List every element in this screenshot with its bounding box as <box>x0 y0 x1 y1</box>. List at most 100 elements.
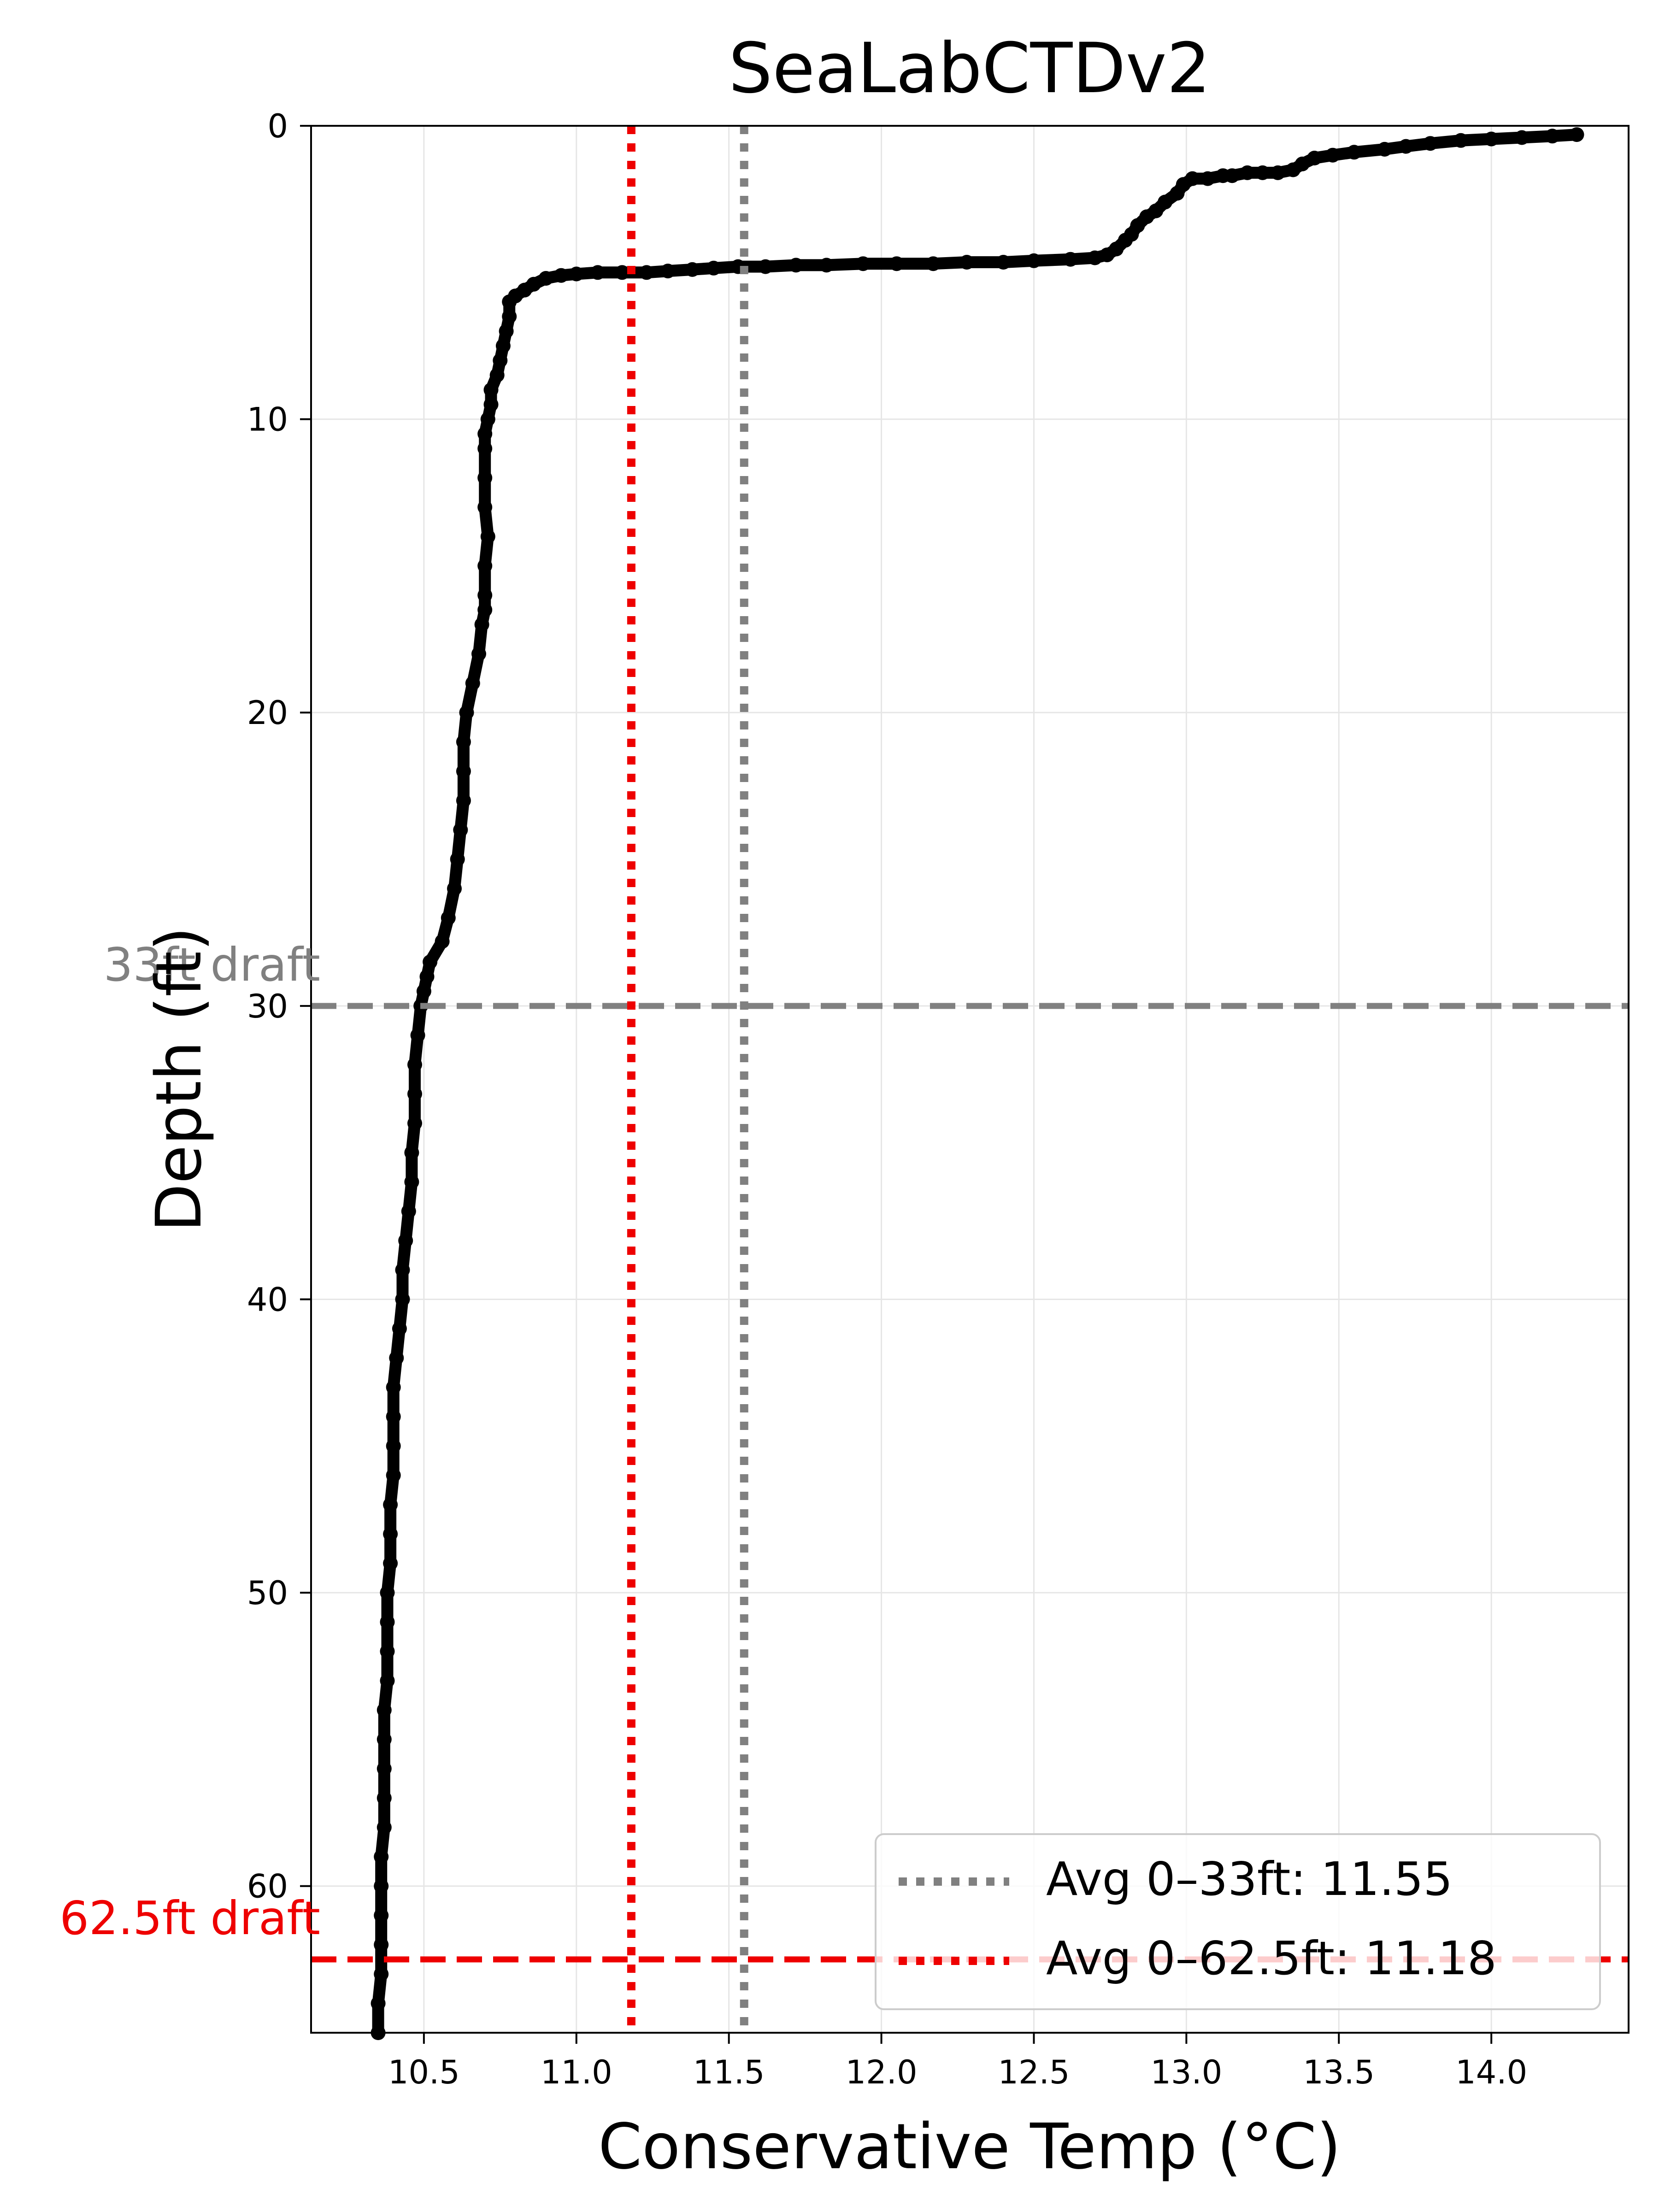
legend-label-avg-62: Avg 0–62.5ft: 11.18 <box>1046 1931 1497 1985</box>
data-point <box>374 1937 389 1952</box>
data-point <box>453 822 468 837</box>
data-point <box>1158 194 1173 210</box>
data-point <box>383 1526 398 1541</box>
data-point <box>477 588 493 603</box>
chart-title: SeaLabCTDv2 <box>729 29 1211 109</box>
data-point <box>590 265 606 280</box>
data-point <box>1087 250 1102 265</box>
data-point <box>435 934 450 949</box>
draft-lines <box>311 1003 1629 1963</box>
data-point <box>1063 252 1078 267</box>
data-point <box>1286 162 1300 177</box>
data-point <box>474 617 489 632</box>
y-tick-label: 20 <box>247 694 288 732</box>
plot-frame <box>310 125 1630 2034</box>
data-point <box>377 1790 392 1806</box>
data-point <box>1398 139 1413 154</box>
x-axis-label: Conservative Temp (°C) <box>598 2111 1341 2183</box>
data-point <box>480 412 495 427</box>
data-point <box>1423 136 1438 151</box>
x-tick-label: 12.0 <box>846 2053 918 2091</box>
data-point <box>660 264 676 279</box>
data-point <box>407 1086 422 1101</box>
x-tick-label: 13.5 <box>1303 2053 1375 2091</box>
data-point <box>1270 165 1285 180</box>
data-point <box>1118 233 1133 248</box>
data-point <box>480 529 495 544</box>
average-lines <box>627 126 748 2033</box>
x-tick-label: 14.0 <box>1455 2053 1527 2091</box>
data-point <box>380 1644 395 1659</box>
data-point <box>456 734 471 749</box>
data-point <box>569 266 584 282</box>
data-point <box>456 793 471 808</box>
data-point <box>374 1966 389 1982</box>
data-point <box>395 1262 410 1277</box>
y-tick-label: 50 <box>247 1574 288 1612</box>
data-point <box>404 1145 419 1160</box>
data-point <box>389 1350 404 1365</box>
data-point <box>1100 247 1115 263</box>
y-tick-label: 60 <box>247 1868 288 1906</box>
data-point <box>374 1908 389 1923</box>
data-point <box>926 256 941 271</box>
data-point <box>383 1497 398 1512</box>
data-point <box>386 1468 401 1483</box>
data-point <box>447 881 462 896</box>
data-point <box>374 1878 389 1894</box>
data-point <box>819 258 834 273</box>
data-point <box>398 1233 413 1248</box>
data-point <box>477 470 493 485</box>
data-point <box>383 1556 398 1571</box>
data-point <box>1170 186 1185 201</box>
data-point <box>392 1321 407 1336</box>
data-point <box>1484 131 1499 147</box>
data-point <box>419 969 435 984</box>
data-point <box>495 338 511 353</box>
data-point <box>1200 171 1215 186</box>
data-point <box>386 1409 401 1424</box>
data-point <box>1215 168 1230 183</box>
data-point <box>758 259 773 274</box>
y-tick-label: 10 <box>247 401 288 439</box>
data-point <box>380 1673 395 1688</box>
data-point <box>483 382 499 397</box>
data-point <box>1347 145 1362 160</box>
data-point <box>465 676 480 691</box>
data-point <box>1026 253 1041 268</box>
data-point <box>423 954 438 970</box>
legend: Avg 0–33ft: 11.55 Avg 0–62.5ft: 11.18 <box>875 1833 1601 2010</box>
data-point <box>477 441 493 456</box>
data-point <box>1255 165 1270 180</box>
data-point <box>477 426 493 441</box>
data-point <box>477 602 493 618</box>
data-point <box>685 262 700 277</box>
data-point <box>386 1438 401 1453</box>
data-point <box>395 1292 410 1307</box>
legend-label-avg-33: Avg 0–33ft: 11.55 <box>1046 1852 1453 1906</box>
data-point <box>441 910 456 925</box>
data-point <box>377 1702 392 1718</box>
data-point <box>1569 127 1584 142</box>
data-point <box>489 368 505 383</box>
data-point <box>502 309 517 324</box>
data-point <box>1453 133 1468 148</box>
data-point <box>386 1380 401 1395</box>
data-point <box>377 1732 392 1747</box>
x-tick-label: 11.5 <box>693 2053 765 2091</box>
data-point <box>1139 209 1154 224</box>
legend-box <box>875 1833 1601 2010</box>
x-tick-label: 11.0 <box>541 2053 612 2091</box>
data-point <box>499 324 514 339</box>
data-point <box>889 256 904 271</box>
x-tick-label: 13.0 <box>1150 2053 1222 2091</box>
data-point <box>1325 147 1340 163</box>
data-point <box>459 705 474 720</box>
data-point <box>788 258 804 273</box>
data-point <box>706 260 721 276</box>
data-point <box>477 558 493 573</box>
y-axis-label: Depth (ft) <box>143 927 216 1232</box>
draft-labels: 33ft draft 62.5ft draft <box>59 938 320 1945</box>
data-point <box>471 646 486 661</box>
